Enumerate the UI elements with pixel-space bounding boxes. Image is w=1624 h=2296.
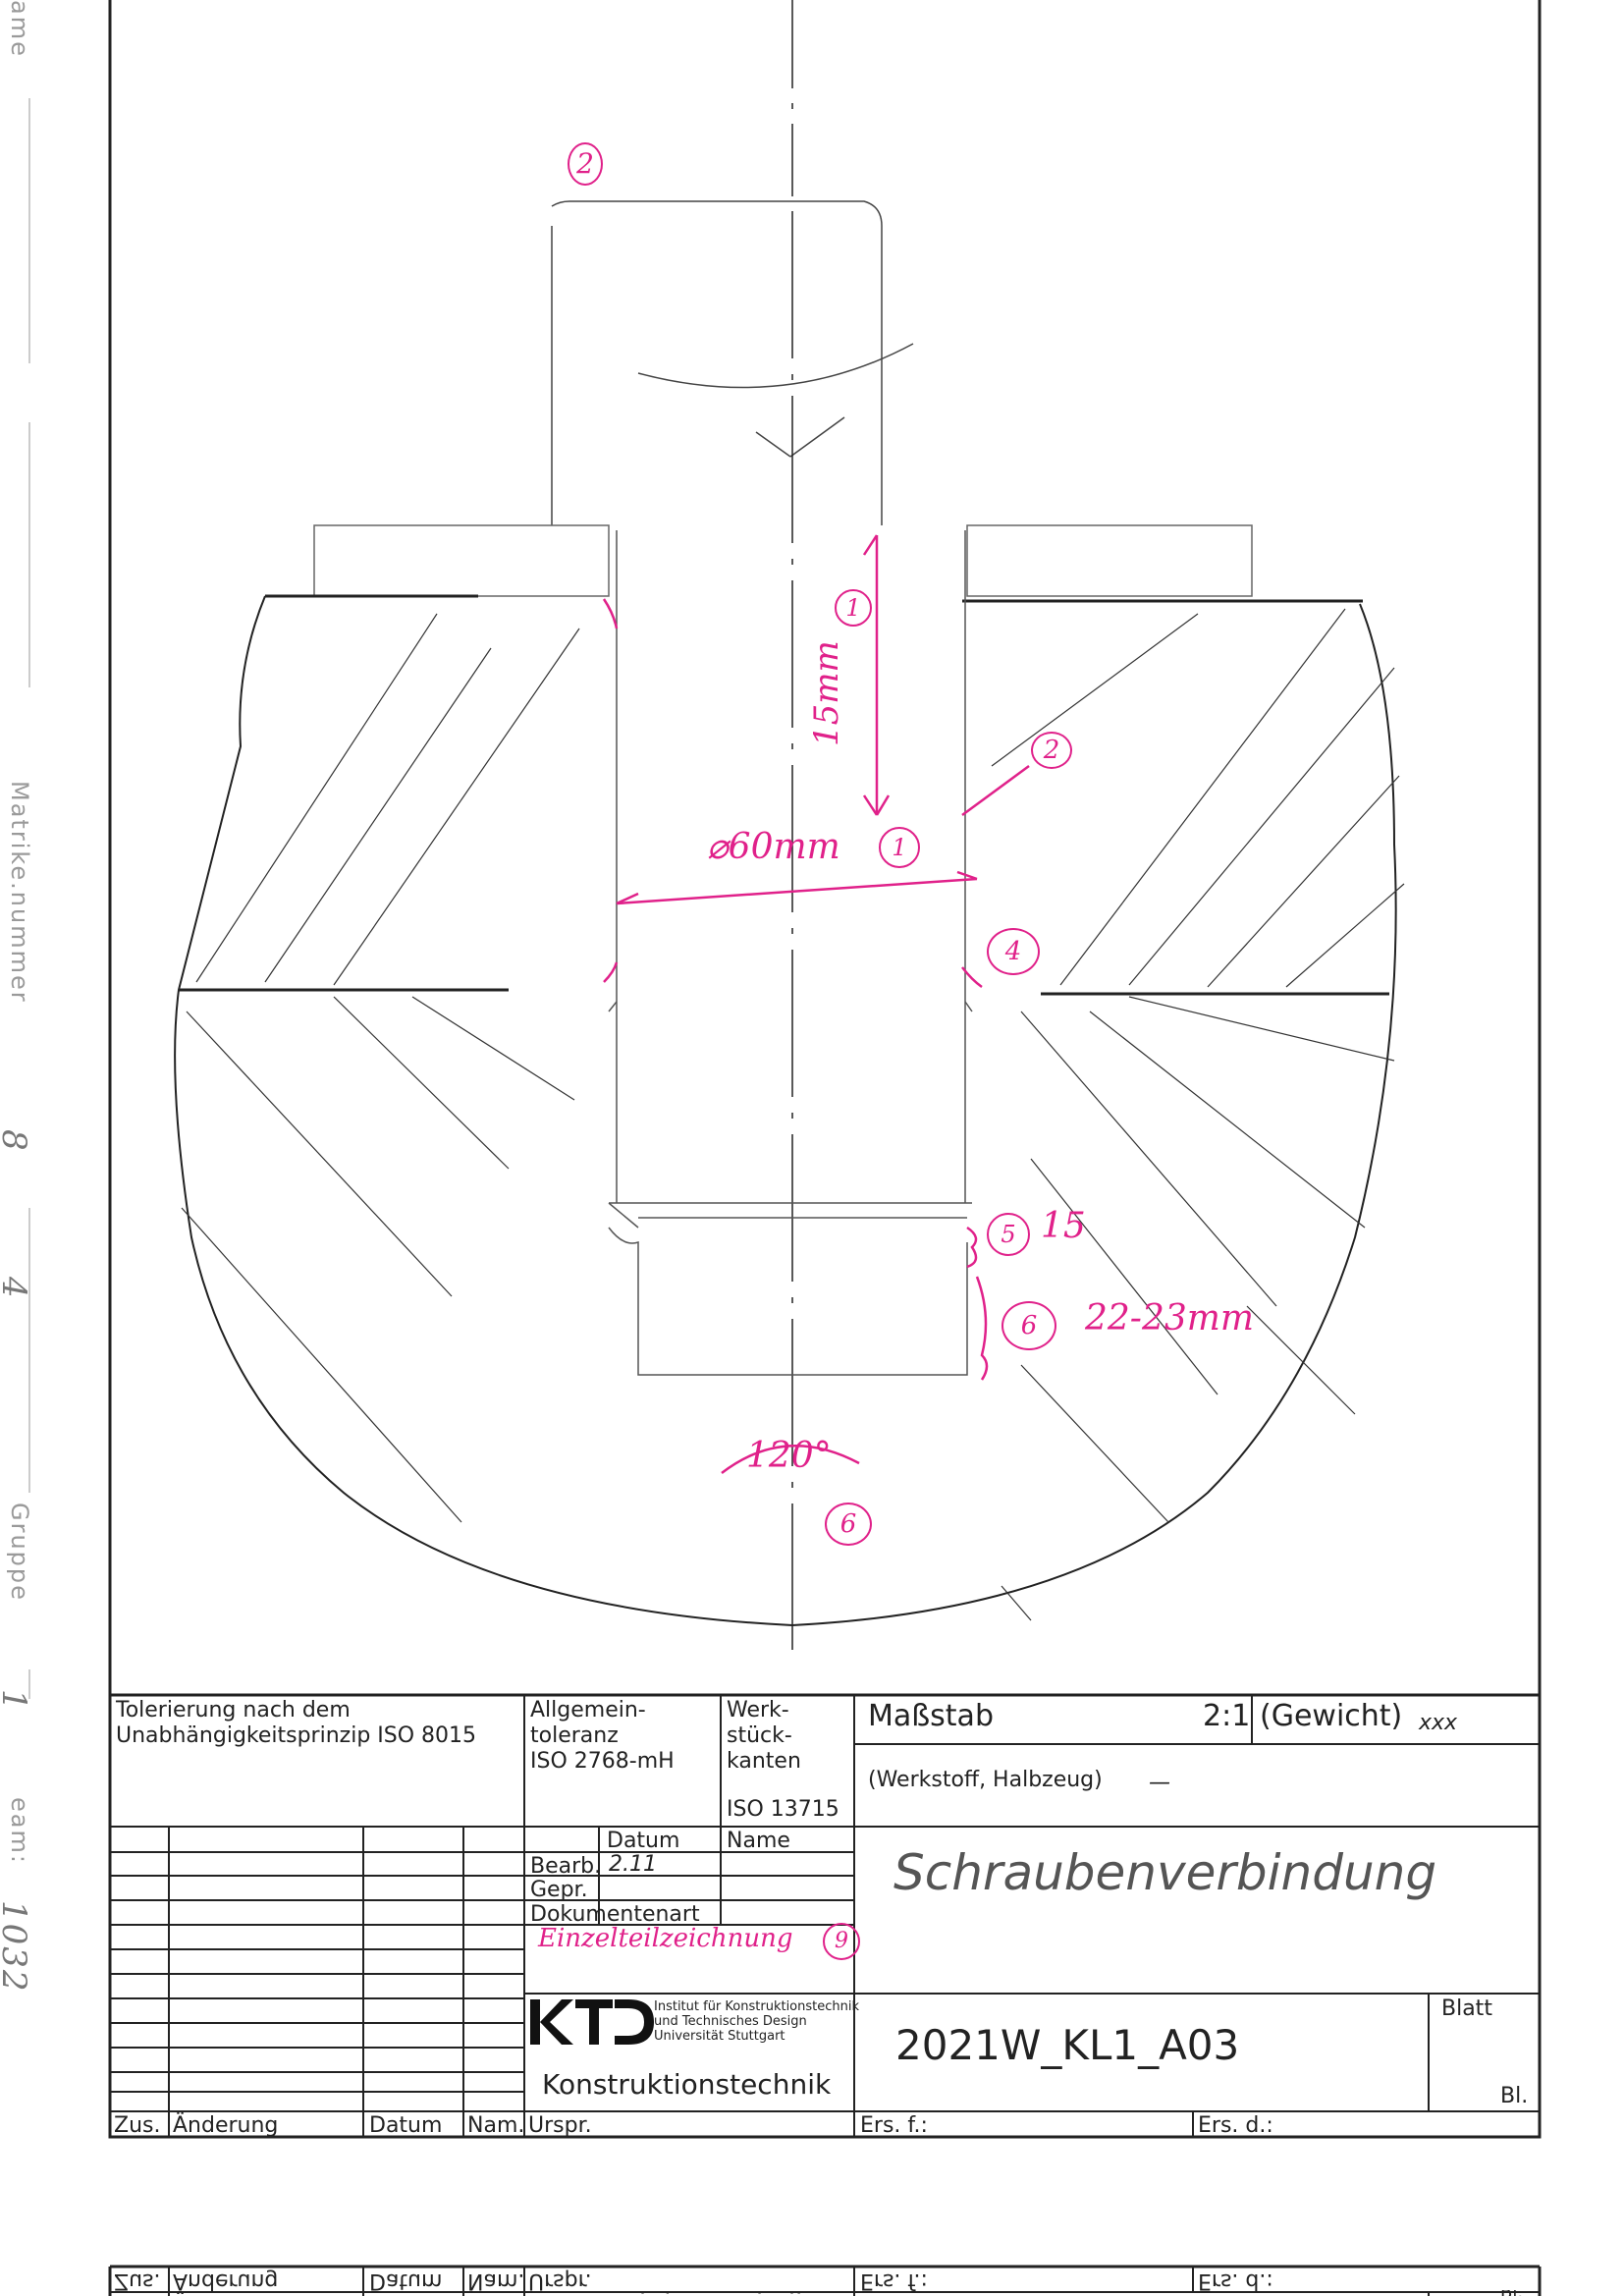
bore bbox=[608, 530, 973, 1376]
werkstoff-label: (Werkstoff, Halbzeug) bbox=[868, 1768, 1103, 1792]
bearb-label: Bearb. bbox=[530, 1854, 602, 1879]
institute-line-3: Universität Stuttgart bbox=[654, 2029, 785, 2044]
mirrored-konstruktionstechnik: Konstruktionstechnik bbox=[542, 2292, 810, 2294]
mirrored-title-block bbox=[108, 2265, 1542, 2296]
hatching bbox=[181, 608, 1405, 1621]
tolerierung-label-2: Unabhängigkeitsprinzip ISO 8015 bbox=[116, 1723, 477, 1748]
annotation-circle-6: 6 bbox=[1001, 1301, 1056, 1350]
margin-matrikel-label: Matrike.nummer bbox=[6, 781, 33, 1004]
massstab-label: Maßstab bbox=[868, 1699, 994, 1733]
datum2-label: Datum bbox=[369, 2113, 443, 2138]
gepr-label: Gepr. bbox=[530, 1878, 588, 1902]
allgemein-label-3: ISO 2768-mH bbox=[530, 1749, 675, 1774]
annotation-diameter-marker: 1 bbox=[879, 827, 920, 868]
mirrored-ersf-label: Ers. f.: bbox=[860, 2269, 928, 2293]
bearb-date: 2.11 bbox=[609, 1852, 657, 1877]
annotation-circle-6-bottom: 6 bbox=[825, 1503, 872, 1546]
annotation-depth-marker: 1 bbox=[835, 589, 872, 627]
allgemein-label-2: toleranz bbox=[530, 1723, 619, 1748]
margin-team-value: 1032 bbox=[0, 1900, 33, 1994]
mirrored-zus-label: Zus. bbox=[114, 2269, 161, 2293]
bolt-head bbox=[313, 200, 1253, 597]
mirrored-nam-label: Nam. bbox=[467, 2269, 525, 2293]
margin-gruppe-value: 1 bbox=[0, 1689, 33, 1713]
ersf-label: Ers. f.: bbox=[860, 2113, 928, 2138]
dokumentenart-label: Dokumentenart bbox=[530, 1902, 700, 1927]
annotation-depth: 15mm bbox=[807, 640, 846, 746]
margin-matrikel-value-1: 8 bbox=[0, 1129, 33, 1153]
werk-label: Werk- bbox=[727, 1698, 789, 1722]
name-label: Name bbox=[727, 1829, 790, 1853]
ersd-label: Ers. d.: bbox=[1198, 2113, 1273, 2138]
aenderung-label: Änderung bbox=[173, 2113, 279, 2138]
margin-team-label: eam: bbox=[6, 1797, 33, 1865]
dokumentenart-value: Einzelteilzeichnung bbox=[538, 1924, 793, 1953]
gewicht-label: (Gewicht) bbox=[1260, 1699, 1403, 1733]
part-outline bbox=[174, 594, 1397, 1627]
mirrored-ersd-label: Ers. d.: bbox=[1198, 2269, 1273, 2293]
werk-label-2: stück- bbox=[727, 1723, 792, 1748]
margin-name-label: ame bbox=[6, 0, 33, 58]
ktd-logo bbox=[530, 1999, 654, 2045]
institute-line-2: und Technisches Design bbox=[654, 2014, 807, 2029]
blatt-label: Blatt bbox=[1441, 1996, 1492, 2021]
werkstoff-value: — bbox=[1149, 1771, 1170, 1795]
margin-gruppe-label: Gruppe bbox=[6, 1503, 33, 1602]
werk-label-4: ISO 13715 bbox=[727, 1797, 839, 1822]
annotation-6-text: 22-23mm bbox=[1085, 1298, 1255, 1339]
institute-line-1: Institut für Konstruktionstechnik bbox=[654, 1999, 860, 2014]
margin-matrikel-value-2: 4 bbox=[0, 1277, 33, 1300]
annotation-circle-5: 5 bbox=[987, 1213, 1030, 1256]
annotation-5-text: 15 bbox=[1041, 1206, 1086, 1246]
mirrored-bl-label: Bl. bbox=[1500, 2290, 1523, 2296]
urspr-label: Urspr. bbox=[528, 2113, 592, 2138]
annotation-circle-2-top: 2 bbox=[568, 142, 603, 186]
datum-label: Datum bbox=[607, 1829, 680, 1853]
massstab-value: 2:1 bbox=[1203, 1699, 1251, 1733]
bl-label: Bl. bbox=[1500, 2084, 1529, 2108]
annotation-circle-4: 4 bbox=[987, 928, 1040, 975]
mirrored-datum-label: Datum bbox=[369, 2269, 443, 2293]
correction-marks bbox=[602, 534, 1030, 1474]
drawing-title: Schraubenverbindung bbox=[893, 1844, 1437, 1901]
allgemein-label: Allgemein- bbox=[530, 1698, 646, 1722]
gewicht-value: xxx bbox=[1419, 1711, 1458, 1735]
konstruktionstechnik-label: Konstruktionstechnik bbox=[542, 2068, 832, 2101]
werk-label-3: kanten bbox=[727, 1749, 801, 1774]
tolerierung-label: Tolerierung nach dem bbox=[116, 1698, 351, 1722]
drawing-number: 2021W_KL1_A03 bbox=[895, 2021, 1240, 2069]
annotation-circle-2-right: 2 bbox=[1031, 732, 1072, 769]
annotation-angle: 120° bbox=[746, 1436, 832, 1476]
zus-label: Zus. bbox=[114, 2113, 161, 2138]
mirrored-urspr-label: Urspr. bbox=[528, 2269, 592, 2293]
mirrored-aenderung-label: Änderung bbox=[173, 2269, 279, 2293]
annotation-diameter: ⌀60mm bbox=[707, 827, 840, 867]
annotation-circle-9: 9 bbox=[823, 1923, 860, 1960]
nam-label: Nam. bbox=[467, 2113, 525, 2138]
title-block bbox=[108, 1693, 1542, 2139]
